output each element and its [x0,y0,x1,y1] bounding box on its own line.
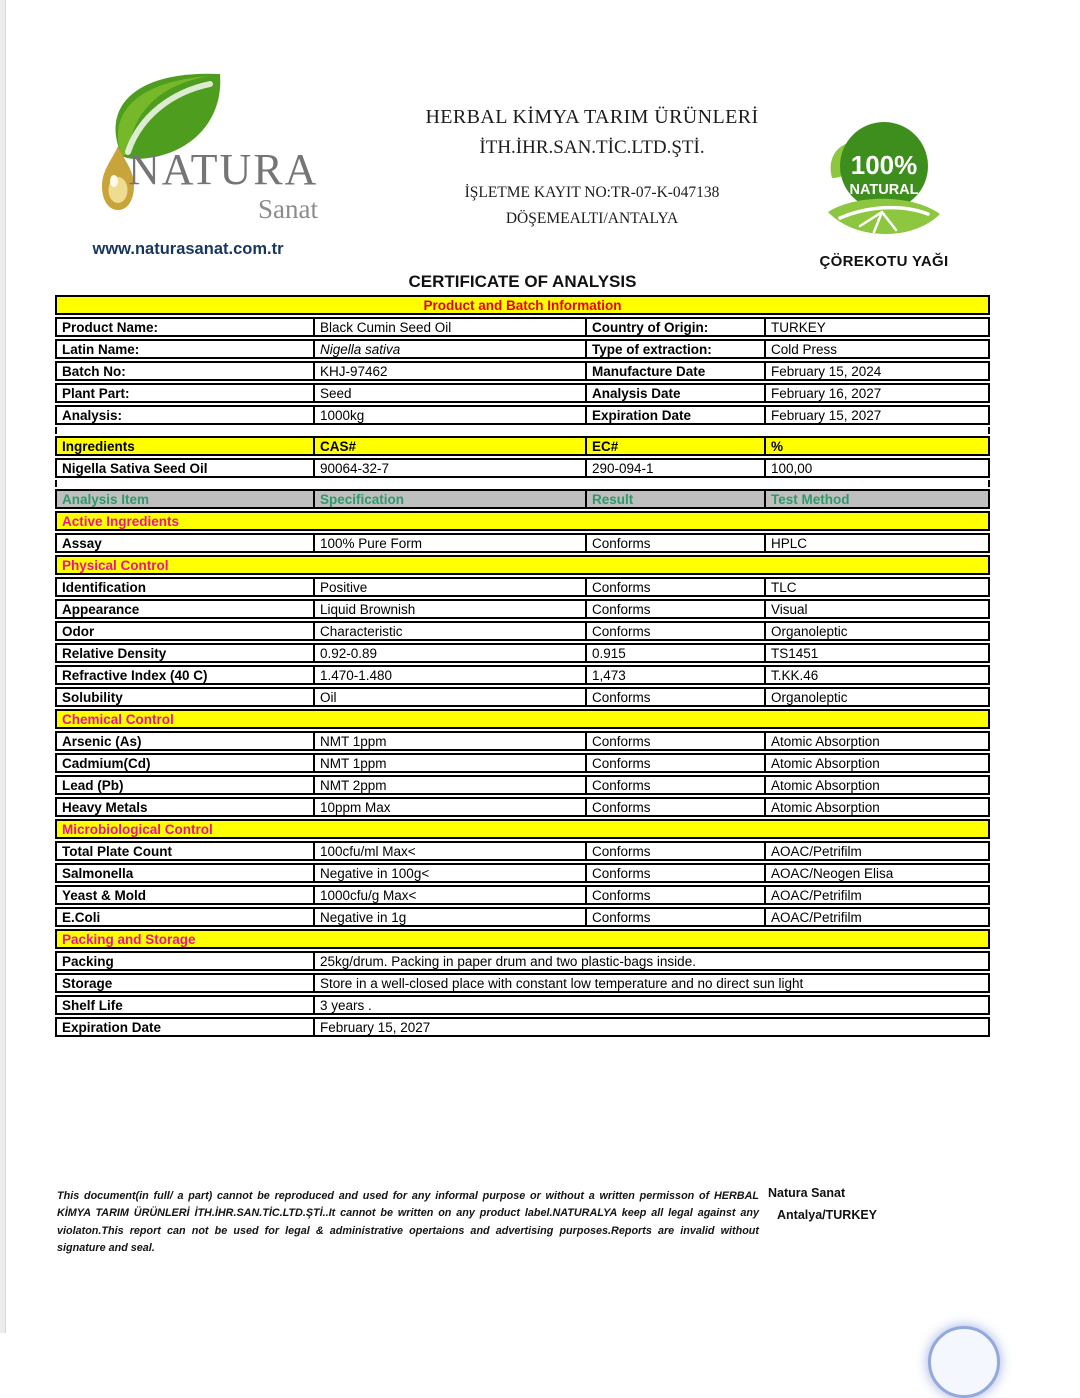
table-row: Latin Name: Nigella sativa Type of extract… [55,339,991,359]
table-row: Product Name: Black Cumin Seed Oil Country… [55,317,991,337]
signature-name: Natura Sanat [768,1186,846,1200]
section-row: Chemical Control [55,709,991,729]
leaf-logo-icon [102,73,221,210]
table-row: Cadmium(Cd) NMT 1ppm Conforms Atomic Absorp… [55,753,991,773]
viewer-edge [0,0,6,1333]
section-row: Physical Control [55,555,991,575]
signature-location: Antalya/TURKEY [777,1208,878,1222]
banner-row: Product and Batch Information [55,295,991,315]
table-row: Lead (Pb) NMT 2ppm Conforms Atomic Absorpti… [55,775,991,795]
packing-row: Shelf Life 3 years . [55,995,991,1015]
company-header: HERBAL KİMYA TARIM ÜRÜNLERİ İTH.İHR.SAN.… [380,106,804,228]
spacer-row [55,480,991,487]
company-name-line2: İTH.İHR.SAN.TİC.LTD.ŞTİ. [479,137,705,158]
legal-disclaimer: This document(in full/ a part) cannot be… [57,1190,759,1255]
table-row: Nigella Sativa Seed Oil 90064-32-7 290-094… [55,458,991,478]
table-row: Analysis: 1000kg Expiration Date February 1… [55,405,991,425]
website-url: www.naturasanat.com.tr [92,240,284,258]
column-header-row: Ingredients CAS# EC#% [55,436,991,456]
oil-drop-icon [102,146,134,210]
packing-row: Packing 25kg/drum. Packing in paper drum … [55,951,991,971]
company-logo: NATURA Sanat [88,60,320,232]
table-row: Total Plate Count 100cfu/ml Max< Conforms A… [55,841,991,861]
company-district: DÖŞEMEALTI/ANTALYA [505,210,679,227]
brand-subname: Sanat [258,194,318,224]
badge-caption: ÇÖREKOTU YAĞI [819,253,949,270]
badge-natural: NATURAL [850,182,919,198]
table-row: Odor Characteristic Conforms Organoleptic [55,621,991,641]
signature-block: Natura Sanat Antalya/TURKEY [768,1186,877,1222]
packing-row: Storage Store in a well-closed place with… [55,973,991,993]
coa-table-body: Product and Batch Information Product Nam… [55,295,991,1037]
table-row: Assay 100% Pure Form Conforms HPLC [55,533,991,553]
table-row: Heavy Metals 10ppm Max Conforms Atomic Abso… [55,797,991,817]
table-row: Arsenic (As) NMT 1ppm Conforms Atomic Absor… [55,731,991,751]
table-row: E.Coli Negative in 1g Conforms AOAC/Petrifi… [55,907,991,927]
analysis-header-row: Analysis Item Specification Result Test Met… [55,489,991,509]
registration-number: İŞLETME KAYIT NO:TR-07-K-047138 [464,184,720,201]
section-row: Active Ingredients [55,511,991,531]
company-name-line1: HERBAL KİMYA TARIM ÜRÜNLERİ [425,106,759,128]
natural-badge-icon: 100% NATURAL [828,122,940,235]
table-row: Batch No: KHJ-97462 Manufacture Date Februa… [55,361,991,381]
page-title: CERTIFICATE OF ANALYSIS [408,272,637,291]
spacer-row [55,427,991,434]
brand-name: NATURA [128,145,319,194]
floating-action-button[interactable] [928,1326,1000,1398]
section-row: Microbiological Control [55,819,991,839]
coa-table: Product and Batch Information Product Nam… [55,293,991,1039]
packing-row: Expiration Date February 15, 2027 [55,1017,991,1037]
table-row: Relative Density 0.92-0.89 0.915 TS1451 [55,643,991,663]
badge-percent: 100% [851,150,918,180]
section-row: Packing and Storage [55,929,991,949]
table-row: Yeast & Mold 1000cfu/g Max< Conforms AOAC/P… [55,885,991,905]
table-row: Refractive Index (40 C) 1.470-1.480 1,473 T… [55,665,991,685]
table-row: Solubility Oil Conforms Organoleptic [55,687,991,707]
table-row: Salmonella Negative in 100g< Conforms AOAC/… [55,863,991,883]
table-row: Plant Part: Seed Analysis Date February 16,… [55,383,991,403]
table-row: Appearance Liquid Brownish Conforms Visual [55,599,991,619]
table-row: Identification Positive Conforms TLC [55,577,991,597]
